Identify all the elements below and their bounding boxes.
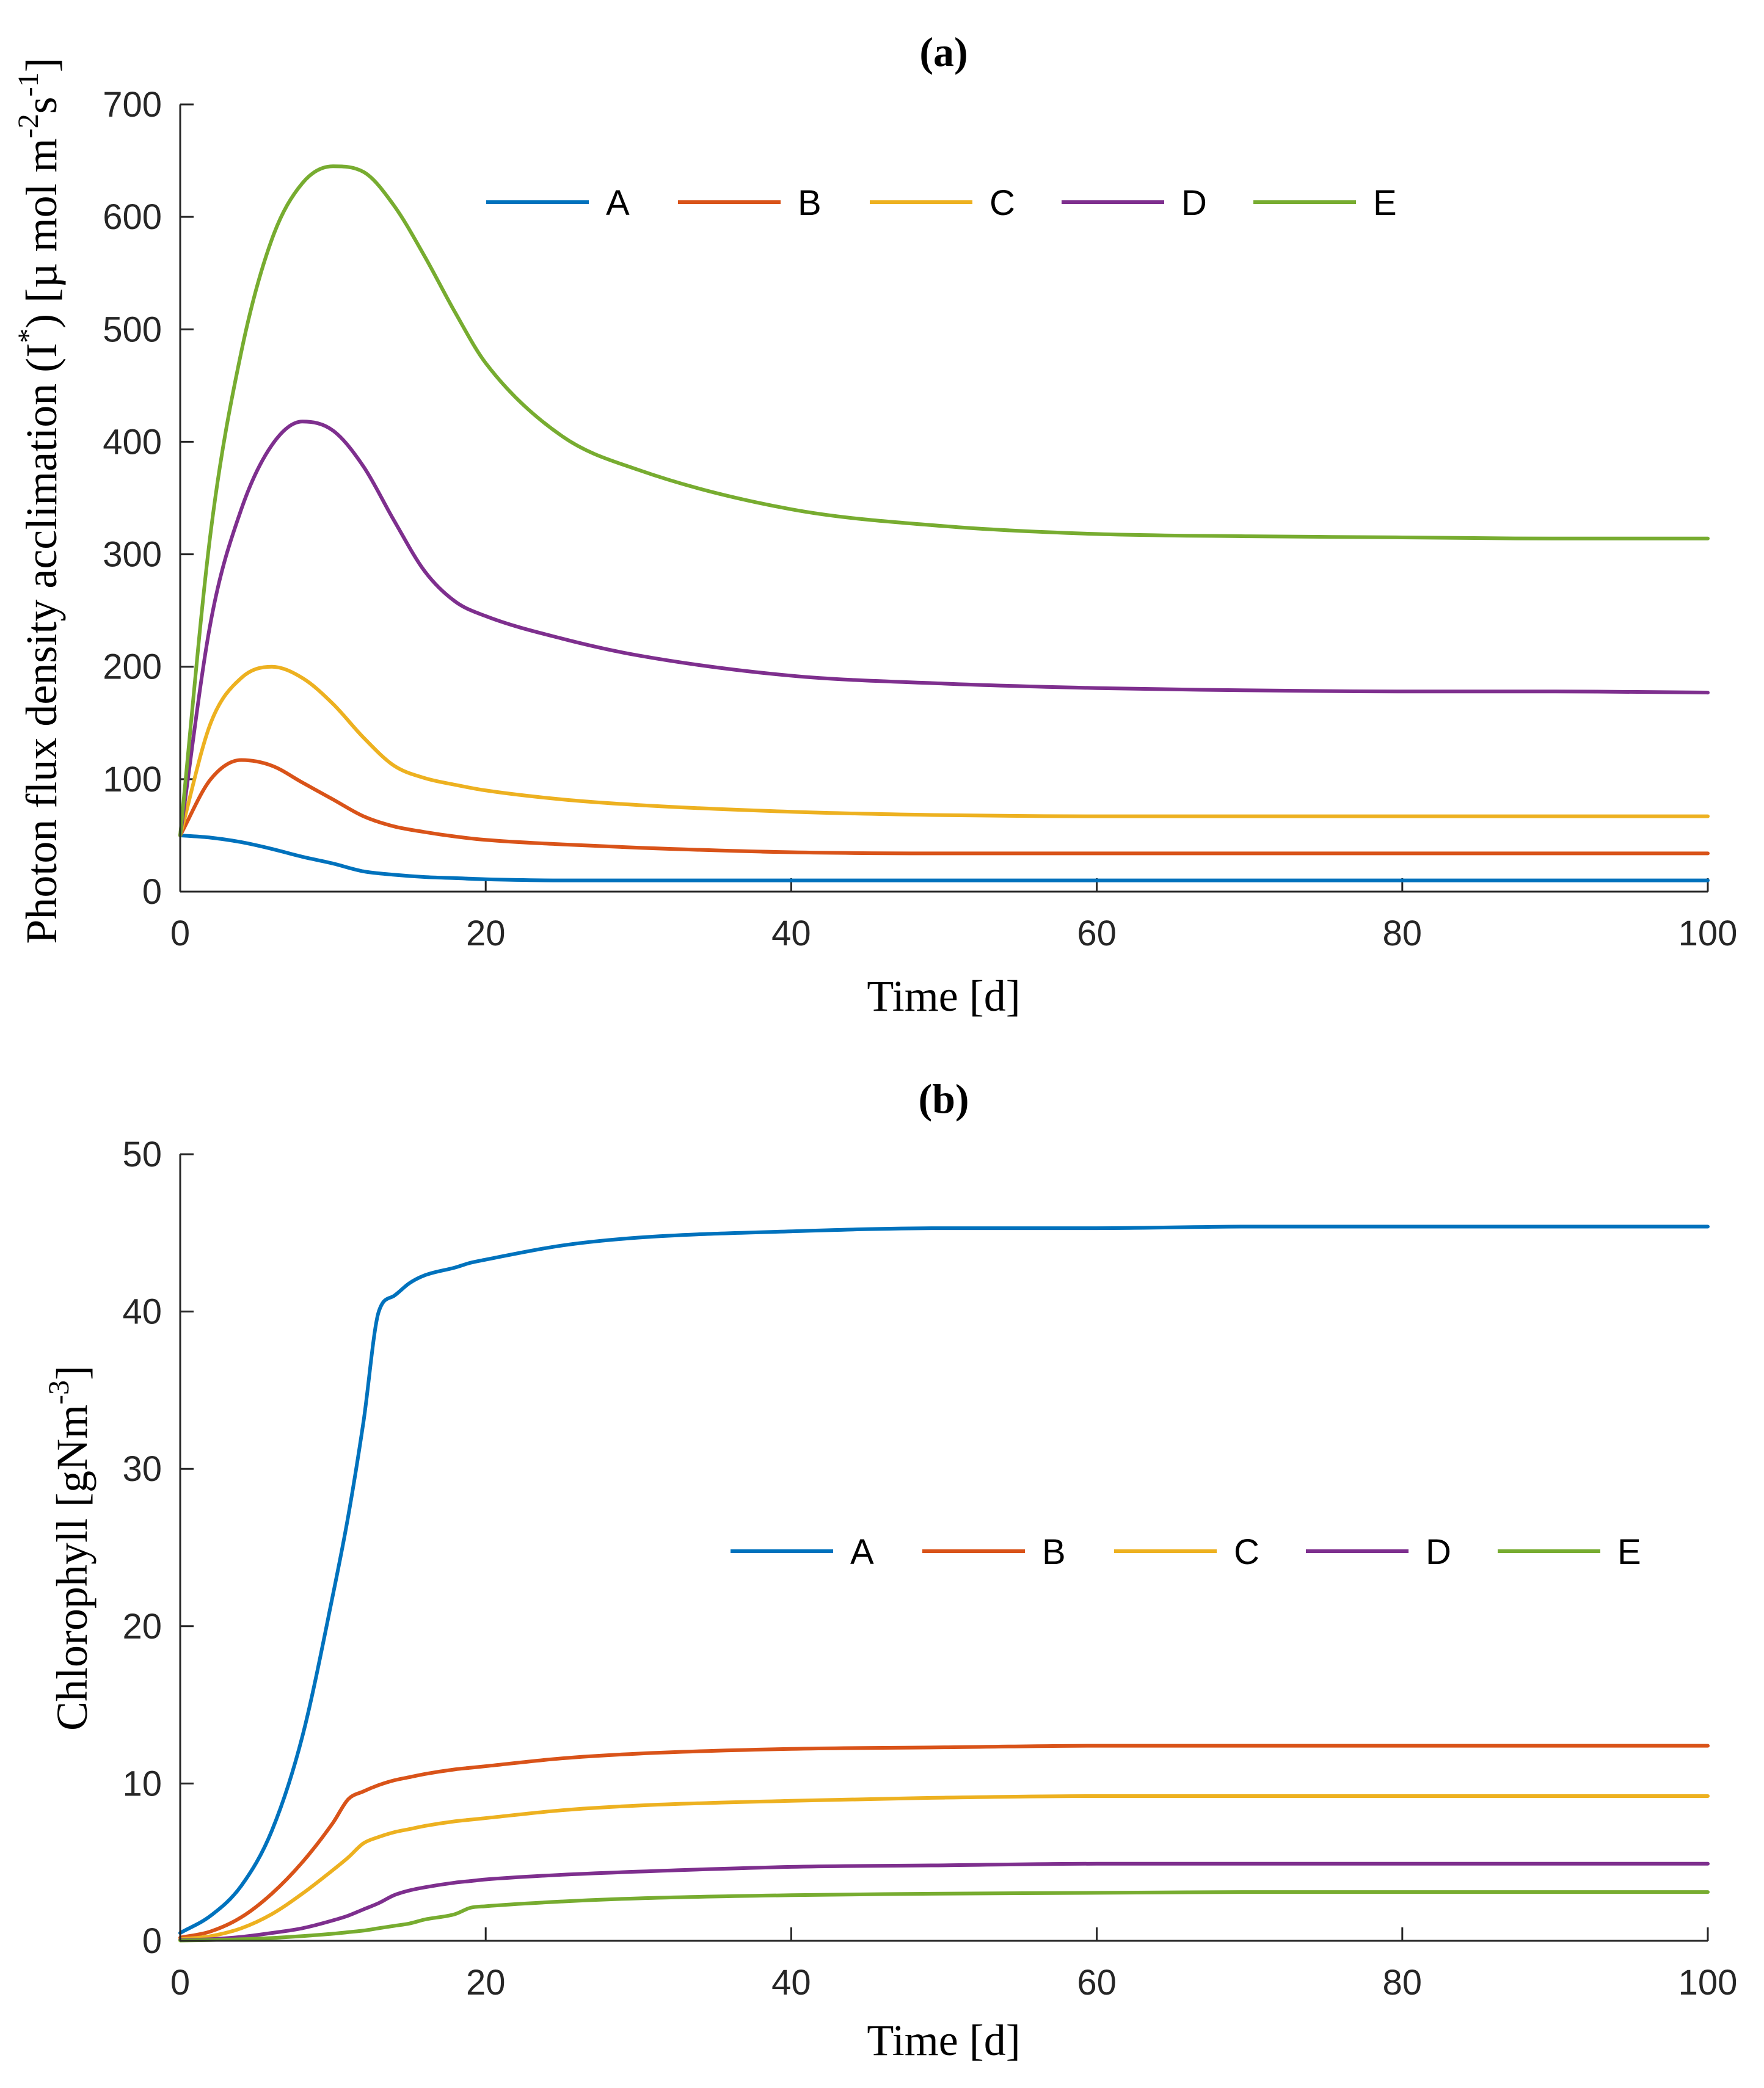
panel-a-title: (a) [919, 29, 968, 75]
x-tick-label: 0 [170, 914, 190, 953]
y-tick-label: 700 [103, 85, 162, 125]
legend-label-a: A [606, 183, 630, 223]
y-tick-label: 0 [142, 1921, 162, 1961]
x-tick-label: 100 [1678, 914, 1738, 953]
panel-b-title: (b) [918, 1075, 969, 1122]
y-tick-label: 500 [103, 310, 162, 349]
x-tick-label: 20 [466, 1963, 506, 2003]
series-line-d [178, 420, 1710, 837]
series-line-e [178, 164, 1710, 837]
series-line-c [178, 664, 1710, 837]
legend-label-c: C [990, 183, 1015, 223]
x-tick-label: 0 [170, 1963, 190, 2003]
x-tick-label: 80 [1383, 914, 1423, 953]
legend-label-a: A [850, 1532, 874, 1572]
x-tick-label: 20 [466, 914, 506, 953]
legend-label-b: B [1042, 1532, 1066, 1572]
x-tick-label: 60 [1077, 1963, 1117, 2003]
y-tick-label: 200 [103, 647, 162, 687]
x-tick-label: 100 [1678, 1963, 1738, 2003]
x-tick-label: 40 [771, 914, 811, 953]
legend-label-d: D [1426, 1532, 1451, 1572]
series-line-b [178, 758, 1710, 856]
series-line-a [178, 833, 1710, 882]
panel-b-y-label: Chlorophyll [gNm-3] [43, 1366, 97, 1731]
y-tick-label: 0 [142, 872, 162, 912]
y-tick-label: 40 [122, 1292, 162, 1332]
series-line-c [178, 1794, 1710, 1941]
panel-a-legend: A B C D E [486, 183, 1397, 223]
panel-a-x-label: Time [d] [867, 972, 1020, 1020]
series-line-e [178, 1890, 1710, 1943]
y-tick-label: 100 [103, 760, 162, 799]
panel-b-legend: A B C D E [731, 1532, 1641, 1572]
y-tick-label: 50 [122, 1135, 162, 1174]
legend-label-c: C [1234, 1532, 1259, 1572]
panel-b-chart: (b) 0 10 20 30 40 50 0 20 40 60 80 100 Time [d] Ch… [43, 1075, 1737, 2065]
panel-a-y-label: Photon flux density acclimation (I*) [µ … [12, 57, 66, 944]
panel-b-x-label: Time [d] [867, 2016, 1020, 2065]
x-tick-label: 60 [1077, 914, 1117, 953]
y-tick-label: 20 [122, 1607, 162, 1646]
legend-label-e: E [1373, 183, 1397, 223]
series-line-d [178, 1861, 1710, 1942]
series-line-b [178, 1744, 1710, 1940]
legend-label-b: B [798, 183, 822, 223]
x-tick-label: 80 [1383, 1963, 1423, 2003]
series-line-a [178, 1224, 1710, 1935]
legend-label-d: D [1181, 183, 1207, 223]
x-tick-label: 40 [771, 1963, 811, 2003]
y-tick-label: 600 [103, 197, 162, 237]
y-tick-label: 300 [103, 535, 162, 575]
legend-label-e: E [1617, 1532, 1641, 1572]
y-tick-label: 10 [122, 1764, 162, 1803]
y-tick-label: 400 [103, 422, 162, 462]
y-tick-label: 30 [122, 1449, 162, 1489]
